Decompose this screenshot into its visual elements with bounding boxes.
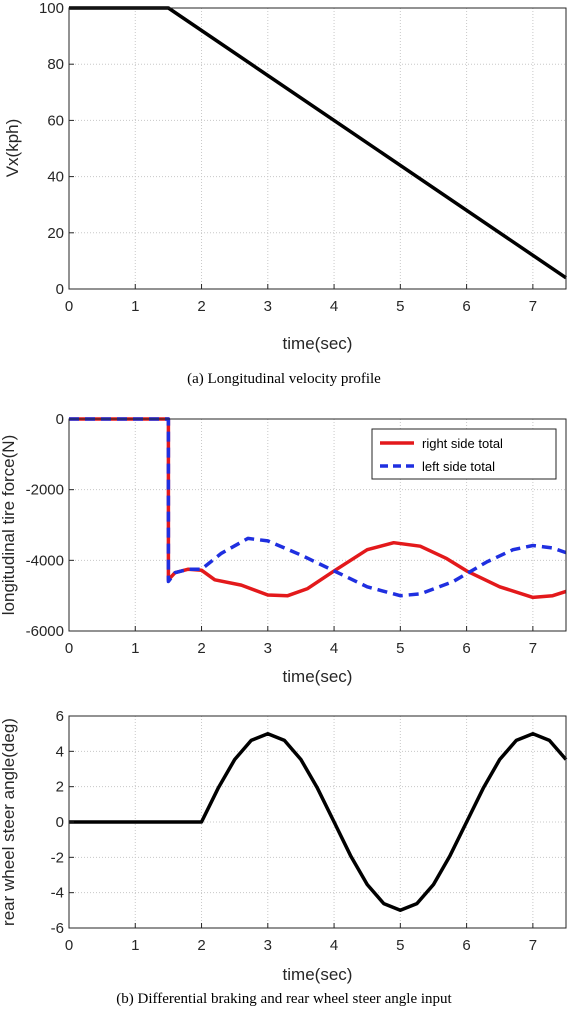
x-tick-label: 2 (197, 298, 205, 315)
y-tick-label: -2 (51, 849, 64, 866)
caption-a: (a) Longitudinal velocity profile (187, 371, 381, 387)
series-line-1 (69, 731, 568, 913)
x-tick-label: 4 (330, 640, 338, 657)
y-axis-label: Vx(kph) (3, 119, 22, 178)
x-tick-label: 5 (396, 298, 404, 315)
x-axis-label: time(sec) (283, 667, 353, 686)
legend-box (371, 428, 557, 480)
y-tick-label: 4 (56, 743, 64, 760)
legend: right side total left side total (371, 428, 557, 480)
x-tick-label: 6 (462, 937, 470, 954)
x-tick-label: 2 (197, 937, 205, 954)
x-tick-label: 6 (462, 640, 470, 657)
x-tick-label: 1 (131, 937, 139, 954)
x-tick-label: 1 (131, 640, 139, 657)
x-tick-label: 3 (264, 937, 272, 954)
x-tick-label: 1 (131, 298, 139, 315)
x-tick-label: 7 (529, 640, 537, 657)
x-tick-label: 4 (330, 298, 338, 315)
caption-b: (b) Differential braking and rear wheel … (116, 991, 452, 1007)
x-tick-label: 0 (65, 640, 73, 657)
y-tick-label: 100 (39, 0, 64, 17)
x-tick-label: 7 (529, 298, 537, 315)
y-tick-label: 20 (47, 225, 64, 242)
y-tick-label: -2000 (26, 482, 64, 499)
axes-box (68, 418, 567, 632)
x-axis-label: time(sec) (283, 965, 353, 984)
x-tick-label: 4 (330, 937, 338, 954)
y-tick-label: 0 (56, 281, 64, 298)
y-tick-label: -4 (51, 885, 64, 902)
x-tick-label: 3 (264, 640, 272, 657)
legend-label-2: left side total (422, 459, 495, 474)
x-axis-label: time(sec) (283, 334, 353, 353)
series-line-2 (69, 417, 567, 598)
x-tick-label: 0 (65, 298, 73, 315)
y-tick-label: 60 (47, 112, 64, 129)
x-tick-label: 7 (529, 937, 537, 954)
plot-area (69, 8, 566, 289)
x-tick-label: 5 (396, 640, 404, 657)
chart-2: 0 1 2 3 4 5 6 7 -6000 -4000 -2000 0 time(sec) longitu… (0, 411, 567, 686)
y-tick-label: -6000 (26, 623, 64, 640)
y-tick-label: 0 (56, 814, 64, 831)
y-tick-label: 40 (47, 169, 64, 186)
y-tick-label: -6 (51, 920, 64, 937)
y-tick-label: -4000 (26, 552, 64, 569)
x-tick-label: 0 (65, 937, 73, 954)
legend-label-1: right side total (422, 436, 503, 451)
y-tick-label: 80 (47, 56, 64, 73)
x-tick-label: 5 (396, 937, 404, 954)
y-axis-label: rear wheel steer angle(deg) (0, 718, 18, 926)
x-tick-label: 6 (462, 298, 470, 315)
y-tick-label: 2 (56, 779, 64, 796)
y-tick-label: 0 (56, 411, 64, 428)
chart-1: 0 1 2 3 4 5 6 7 0 20 40 60 80 100 time(sec) Vx(kph) (3, 0, 567, 353)
chart-3: 0 1 2 3 4 5 6 7 -6 -4 -2 0 2 4 6 time(sec) rear wheel st… (0, 708, 568, 984)
y-tick-label: 6 (56, 708, 64, 725)
y-axis-label: longitudinal tire force(N) (0, 435, 18, 615)
x-tick-label: 3 (264, 298, 272, 315)
x-tick-label: 2 (197, 640, 205, 657)
axes-box (68, 7, 567, 290)
